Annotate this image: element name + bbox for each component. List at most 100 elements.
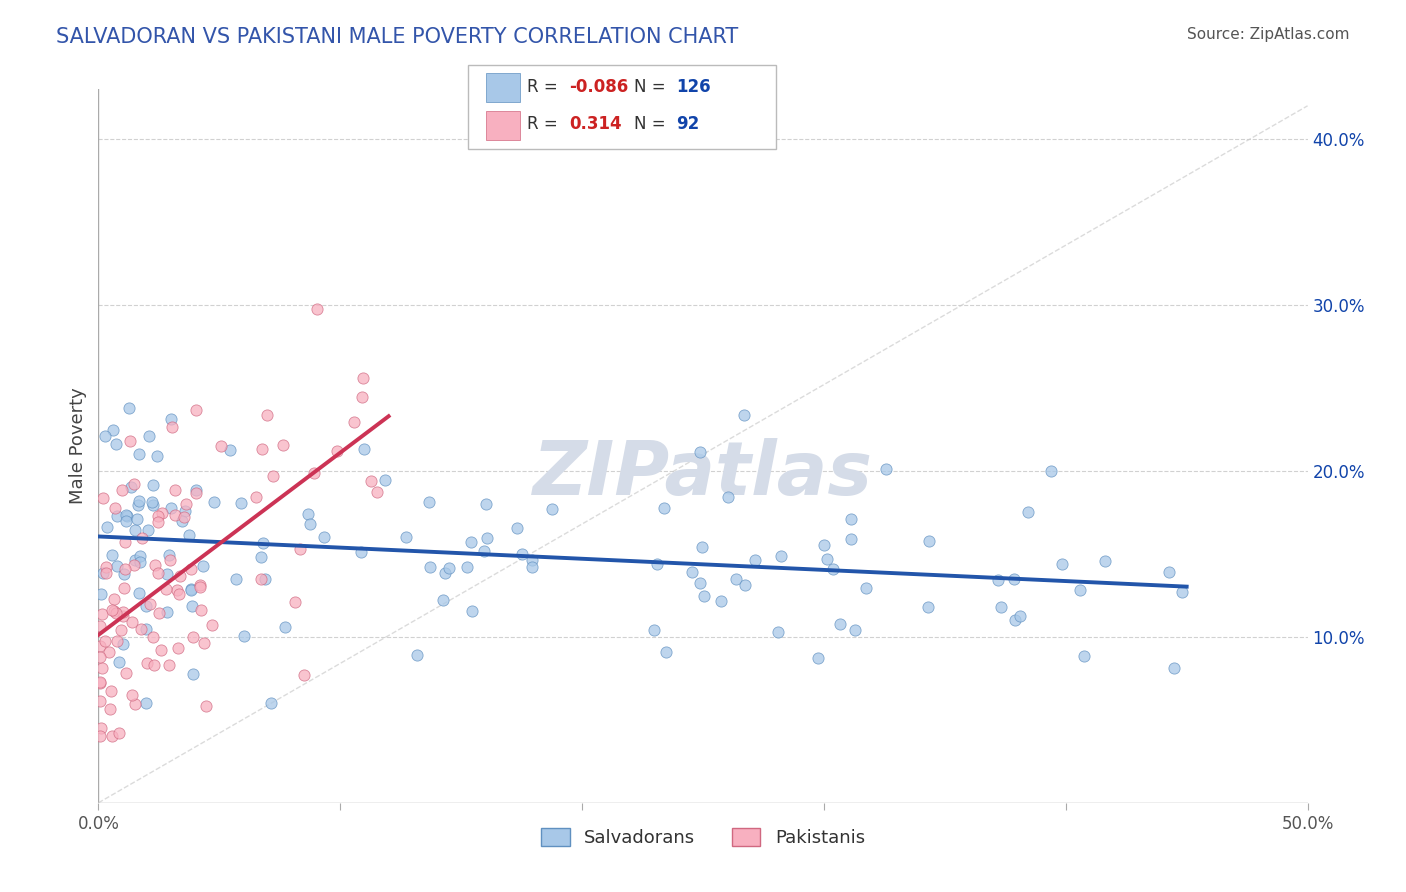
Point [725, 572, 748, 586]
Point [142, 499, 165, 513]
Point [990, 600, 1012, 615]
Point [366, 485, 388, 500]
Point [288, 541, 311, 556]
Point [90, 587, 112, 601]
Point [101, 603, 124, 617]
Point [129, 549, 152, 564]
Point [298, 516, 321, 531]
Point [405, 648, 427, 662]
Point [167, 641, 190, 656]
Point [148, 566, 170, 581]
Point [124, 553, 146, 567]
Point [104, 437, 127, 451]
Point [744, 553, 766, 567]
Point [118, 434, 141, 448]
Point [114, 508, 136, 523]
Point [156, 567, 179, 582]
Point [292, 668, 315, 682]
Point [129, 622, 152, 636]
Point [94, 560, 117, 574]
Point [717, 490, 740, 504]
Point [734, 577, 756, 591]
Point [103, 604, 125, 618]
Point [1170, 584, 1192, 599]
Text: 126: 126 [676, 78, 711, 95]
Point [681, 565, 703, 579]
Point [135, 599, 157, 613]
Point [172, 514, 194, 528]
Point [150, 506, 173, 520]
Point [157, 548, 180, 562]
Point [855, 581, 877, 595]
Point [142, 477, 165, 491]
Point [418, 495, 440, 509]
Point [326, 443, 349, 458]
Point [233, 629, 256, 643]
Point [434, 566, 457, 580]
Point [121, 688, 143, 702]
Point [124, 558, 146, 572]
Point [541, 502, 564, 516]
Point [143, 558, 166, 573]
Point [180, 562, 202, 576]
Point [184, 486, 207, 500]
Point [184, 483, 207, 498]
Text: R =: R = [527, 115, 568, 134]
Point [191, 559, 214, 574]
Point [145, 449, 167, 463]
Point [1073, 648, 1095, 663]
Point [689, 576, 711, 591]
Point [245, 490, 267, 504]
Point [456, 559, 478, 574]
Y-axis label: Male Poverty: Male Poverty [69, 388, 87, 504]
Point [174, 497, 197, 511]
Point [1017, 505, 1039, 519]
Point [302, 467, 325, 481]
Point [260, 696, 283, 710]
Point [166, 583, 188, 598]
Point [180, 582, 202, 596]
Point [349, 545, 371, 559]
Point [136, 523, 159, 537]
Point [987, 573, 1010, 587]
Point [360, 474, 382, 488]
Text: 92: 92 [676, 115, 700, 134]
Point [520, 553, 543, 567]
Point [142, 630, 165, 644]
Point [107, 633, 129, 648]
Point [875, 462, 897, 476]
Point [124, 697, 146, 711]
Point [163, 483, 186, 498]
Point [173, 510, 195, 524]
Point [108, 655, 131, 669]
Point [100, 730, 122, 744]
Point [350, 390, 373, 404]
Point [733, 408, 755, 422]
Point [128, 585, 150, 599]
Text: ZIPatlas: ZIPatlas [533, 438, 873, 511]
Point [118, 401, 141, 415]
Point [769, 549, 792, 563]
Point [98, 702, 121, 716]
Point [115, 509, 138, 524]
Point [314, 530, 336, 544]
Point [112, 605, 135, 619]
Point [343, 415, 366, 429]
Point [114, 535, 136, 549]
Point [135, 696, 157, 710]
Point [262, 469, 284, 483]
Point [157, 658, 180, 673]
Point [165, 508, 187, 522]
Point [655, 645, 678, 659]
Point [252, 442, 274, 456]
Point [395, 530, 418, 544]
Point [652, 500, 675, 515]
Point [120, 480, 142, 494]
Point [250, 572, 273, 586]
Point [1008, 608, 1031, 623]
Point [94, 566, 117, 581]
Point [225, 572, 247, 586]
Point [374, 473, 396, 487]
Point [1163, 661, 1185, 675]
Point [250, 549, 273, 564]
